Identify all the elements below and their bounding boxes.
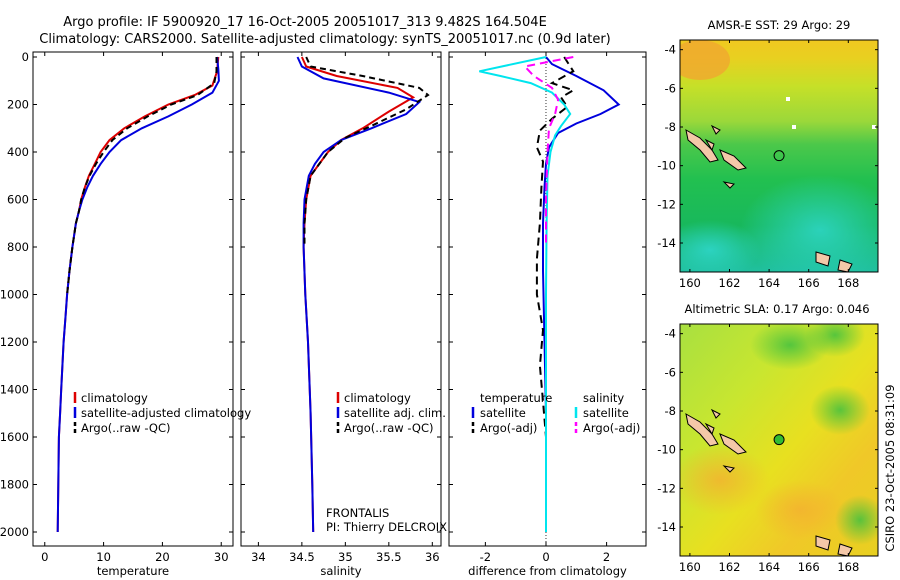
series-line-argo-adj-	[535, 56, 576, 438]
series-line-satellite-adj-clim-	[296, 56, 422, 533]
legend-header: temperature	[480, 391, 552, 405]
map-y-tick-label: -14	[657, 520, 676, 534]
x-tick-label: 20	[155, 550, 170, 564]
x-tick-label: 36	[425, 550, 440, 564]
map-x-tick-label: 162	[719, 560, 741, 574]
series-line-climatology	[300, 56, 416, 533]
legend-label: satellite adj. clim.	[344, 406, 446, 420]
profile-panel-1: 0 10 20 30 0 200 400 600 800 1000 1200 1400 1600 1800…	[0, 50, 251, 578]
map-x-tick-label: 166	[798, 276, 820, 290]
series-line-satellite-adjusted-climatology	[56, 56, 220, 533]
axes-frame	[240, 51, 442, 547]
map-x-tick-label: 166	[798, 560, 820, 574]
legend-label: Argo(..raw -QC)	[81, 421, 171, 435]
y-tick-label: 2000	[0, 525, 29, 539]
x-tick-label: 10	[96, 550, 111, 564]
frontalis-label: FRONTALIS	[326, 506, 389, 520]
legend-header: salinity	[583, 391, 624, 405]
x-tick-label: 35	[338, 550, 353, 564]
series-line-satellite	[479, 56, 572, 532]
y-tick-label: 400	[7, 145, 29, 159]
map-x-tick-label: 160	[679, 276, 701, 290]
map-y-tick-label: -6	[665, 81, 676, 95]
credit-text: CSIRO 23-Oct-2005 08:31:09	[883, 384, 897, 551]
x-tick-label: 34	[251, 550, 266, 564]
map-x-tick-label: 164	[758, 560, 780, 574]
sst-map: AMSR-E SST: 29 Argo: 29 160 162 164 166 168 -…	[657, 18, 879, 290]
sst-argo-marker	[773, 150, 785, 162]
y-tick-label: 1000	[0, 288, 29, 302]
map-x-tick-label: 164	[758, 276, 780, 290]
map-y-tick-label: -10	[657, 159, 676, 173]
x-tick-label: 0	[542, 550, 549, 564]
legend-label: climatology	[81, 391, 148, 405]
legend-label: Argo(..raw -QC)	[344, 421, 434, 435]
legend-label: climatology	[344, 391, 411, 405]
y-tick-label: 0	[22, 50, 29, 64]
x-axis-label: difference from climatology	[468, 564, 627, 578]
map-y-tick-label: -8	[665, 120, 676, 134]
map-x-tick-label: 168	[837, 276, 859, 290]
map-y-tick-label: -4	[665, 327, 676, 341]
map-y-tick-label: -12	[657, 197, 676, 211]
map-y-tick-label: -10	[657, 443, 676, 457]
series-line-argo-raw-qc-	[66, 57, 218, 295]
map-y-tick-label: -12	[657, 481, 676, 495]
x-tick-label: 35.5	[376, 550, 402, 564]
map-x-tick-label: 168	[837, 560, 859, 574]
y-tick-label: 1400	[0, 383, 29, 397]
x-tick-label: 34.5	[289, 550, 315, 564]
map-y-tick-label: -6	[665, 365, 676, 379]
map-y-tick-label: -4	[665, 43, 676, 57]
y-tick-label: 800	[7, 240, 29, 254]
legend-label: satellite	[583, 406, 629, 420]
axes-frame	[32, 51, 234, 547]
x-tick-label: 30	[214, 550, 229, 564]
legend-label: Argo(-adj)	[480, 421, 537, 435]
x-axis-label: salinity	[320, 564, 361, 578]
map-y-tick-label: -8	[665, 404, 676, 418]
map-y-tick-label: -14	[657, 236, 676, 250]
sst-map-title: AMSR-E SST: 29 Argo: 29	[708, 18, 851, 32]
axes-frame	[448, 51, 647, 547]
y-tick-label: 1800	[0, 478, 29, 492]
sla-map-title: Altimetric SLA: 0.17 Argo: 0.046	[684, 302, 869, 316]
y-tick-label: 200	[7, 98, 29, 112]
series-line-argo-adj-	[522, 56, 574, 247]
y-tick-label: 1600	[0, 430, 29, 444]
y-tick-label: 600	[7, 193, 29, 207]
sla-argo-marker	[773, 434, 785, 446]
legend-label: satellite	[480, 406, 526, 420]
series-line-argo-raw-qc-	[303, 56, 430, 247]
figure-title-line1: Argo profile: IF 5900920_17 16-Oct-2005 …	[63, 15, 547, 30]
sla-map: Altimetric SLA: 0.17 Argo: 0.046 160 162 1…	[657, 302, 879, 574]
legend-label: satellite-adjusted climatology	[81, 406, 251, 420]
map-x-tick-label: 162	[719, 276, 741, 290]
series-line-climatology	[56, 56, 220, 533]
map-x-tick-label: 160	[679, 560, 701, 574]
x-axis-label: temperature	[97, 564, 169, 578]
legend-label: Argo(-adj)	[583, 421, 640, 435]
pi-label: PI: Thierry DELCROIX	[326, 520, 447, 534]
series-line-satellite	[542, 56, 621, 532]
profile-panel-2: 34 34.5 35 35.5 36 salinity climatologysatelli…	[240, 51, 446, 578]
y-tick-label: 1200	[0, 335, 29, 349]
figure-title-line2: Climatology: CARS2000. Satellite-adjuste…	[39, 32, 611, 47]
x-tick-label: -2	[480, 550, 491, 564]
x-tick-label: 2	[603, 550, 610, 564]
x-tick-label: 0	[41, 550, 48, 564]
